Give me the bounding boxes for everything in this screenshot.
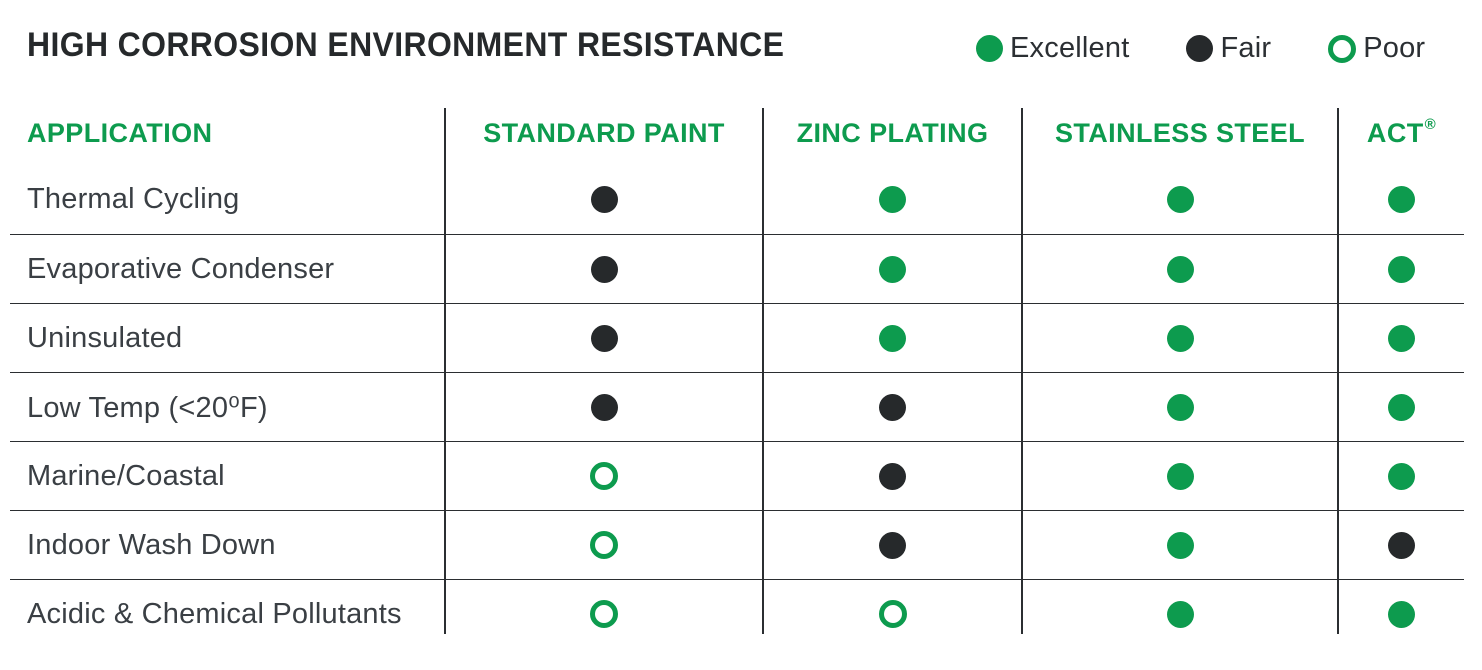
table-header-row: APPLICATION STANDARD PAINT ZINC PLATING STA… [10,101,1464,165]
excellent-dot-icon [1387,255,1415,283]
rating-cell [1338,580,1464,648]
fair-dot-icon [590,255,618,283]
rating-cell [1338,235,1464,303]
table-row-indoor-wash-down: Indoor Wash Down [10,510,1464,579]
fair-dot-icon [590,393,618,421]
fair-dot-icon [879,393,906,421]
legend-label: Poor [1363,32,1426,64]
rating-cell [445,442,763,510]
table-row-acidic-chemical-pollutants: Acidic & Chemical Pollutants [10,579,1464,648]
column-header-zinc-plating: ZINC PLATING [796,117,989,148]
excellent-dot-icon [1166,600,1194,628]
rating-cell [445,580,763,648]
fair-dot-icon [590,186,618,213]
table-row-uninsulated: Uninsulated [10,303,1464,372]
rating-cell [763,511,1022,579]
column-header-application: APPLICATION [27,117,213,148]
comparison-table: APPLICATION STANDARD PAINT ZINC PLATING STA… [10,101,1464,648]
excellent-dot-icon [1387,393,1415,421]
legend-label: Excellent [1010,32,1130,64]
excellent-dot-icon [976,35,1003,62]
excellent-dot-icon [1387,324,1415,352]
excellent-dot-icon [1166,324,1194,352]
page-title: HIGH CORROSION ENVIRONMENT RESISTANCE [27,26,785,64]
excellent-dot-icon [1166,186,1194,213]
legend-label: Fair [1220,32,1272,64]
rating-cell [763,580,1022,648]
fair-dot-icon [879,531,906,559]
excellent-dot-icon [879,324,906,352]
rating-cell [763,373,1022,441]
legend-item-poor: Poor [1328,32,1425,65]
rating-cell [1022,165,1338,234]
fair-dot-icon [590,324,618,352]
column-divider [1021,108,1023,634]
rating-cell [445,165,763,234]
poor-dot-icon [1328,34,1357,63]
row-label: Thermal Cycling [27,183,240,215]
column-divider [444,108,446,634]
row-label: Low Temp (<20⁰F) [27,391,268,424]
legend-item-excellent: Excellent [976,32,1129,65]
registered-trademark-symbol: ® [1424,115,1437,133]
poor-dot-icon [878,600,907,628]
poor-dot-icon [590,462,618,490]
rating-cell [1338,304,1464,372]
table-row-marine-coastal: Marine/Coastal [10,441,1464,510]
row-label: Indoor Wash Down [27,528,276,561]
rating-cell [1022,511,1338,579]
rating-cell [763,442,1022,510]
row-label: Marine/Coastal [27,459,225,492]
fair-dot-icon [879,462,906,490]
rating-cell [445,373,763,441]
rating-cell [445,511,763,579]
column-divider [762,108,764,634]
excellent-dot-icon [879,255,906,283]
excellent-dot-icon [1387,462,1415,490]
rating-cell [1022,373,1338,441]
legend: Excellent Fair Poor [976,32,1425,65]
rating-cell [1022,580,1338,648]
table-body: Thermal Cycling Evaporative Condenser Unin… [10,165,1464,648]
excellent-dot-icon [1166,393,1194,421]
legend-item-fair: Fair [1186,32,1271,65]
rating-cell [445,235,763,303]
fair-dot-icon [1186,35,1214,62]
excellent-dot-icon [1166,531,1194,559]
rating-cell [445,304,763,372]
fair-dot-icon [1387,531,1415,559]
table-row-thermal-cycling: Thermal Cycling [10,165,1464,234]
rating-cell [763,235,1022,303]
excellent-dot-icon [879,186,906,213]
column-header-standard-paint: STANDARD PAINT [483,117,725,148]
table-row-low-temp-20-f: Low Temp (<20⁰F) [10,372,1464,441]
column-header-act: ACT ® [1366,115,1437,148]
table-row-evaporative-condenser: Evaporative Condenser [10,234,1464,303]
column-divider [1337,108,1339,634]
excellent-dot-icon [1166,255,1194,283]
excellent-dot-icon [1387,600,1415,628]
rating-cell [1338,511,1464,579]
rating-cell [1022,235,1338,303]
rating-cell [1338,442,1464,510]
excellent-dot-icon [1166,462,1194,490]
poor-dot-icon [590,531,618,559]
rating-cell [763,304,1022,372]
excellent-dot-icon [1387,186,1415,213]
row-label: Uninsulated [27,321,183,354]
rating-cell [1022,304,1338,372]
rating-cell [763,165,1022,234]
column-header-stainless-steel: STAINLESS STEEL [1054,117,1306,148]
row-label: Acidic & Chemical Pollutants [27,597,402,630]
rating-cell [1022,442,1338,510]
rating-cell [1338,165,1464,234]
rating-cell [1338,373,1464,441]
poor-dot-icon [590,600,618,628]
row-label: Evaporative Condenser [27,252,335,285]
